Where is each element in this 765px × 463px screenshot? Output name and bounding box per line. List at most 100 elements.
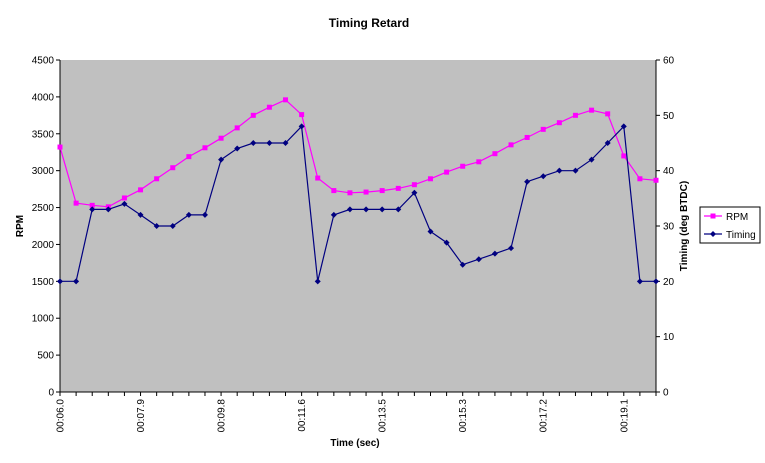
- data-point-rpm: [170, 165, 176, 171]
- data-point-rpm: [89, 202, 95, 208]
- data-point-timing: [363, 206, 370, 213]
- data-point-rpm: [605, 111, 611, 117]
- data-point-timing: [330, 211, 337, 218]
- data-point-rpm: [121, 195, 127, 201]
- x-tick-label: 00:06.0: [56, 399, 67, 433]
- x-tick-label: 00:17.2: [539, 399, 550, 433]
- data-point-rpm: [379, 188, 385, 194]
- data-point-timing: [604, 140, 611, 146]
- data-point-timing: [459, 261, 466, 268]
- data-point-timing: [89, 206, 96, 213]
- left-tick-label: 1500: [32, 277, 55, 288]
- left-tick-label: 3000: [32, 166, 55, 177]
- data-point-timing: [266, 140, 273, 146]
- data-point-rpm: [524, 134, 530, 140]
- data-point-timing: [282, 140, 289, 146]
- right-axis: 0 10 20 30 40 50 60: [655, 56, 675, 399]
- x-axis: 00:06.0 00:07.9 00:09.8 00:11.6 00:13.5 00:15…: [56, 391, 657, 433]
- x-tick-label: 00:07.9: [136, 399, 147, 433]
- left-tick-label: 0: [48, 388, 54, 399]
- right-tick-label: 10: [663, 332, 675, 343]
- data-point-rpm: [508, 142, 514, 148]
- data-point-rpm: [653, 177, 659, 183]
- data-point-timing: [73, 278, 80, 285]
- data-point-timing: [346, 206, 353, 213]
- data-point-rpm: [476, 159, 482, 165]
- data-point-timing: [314, 278, 321, 285]
- legend-label-rpm: RPM: [726, 212, 748, 223]
- data-point-timing: [540, 173, 547, 180]
- data-point-rpm: [540, 126, 546, 132]
- data-point-timing: [218, 156, 225, 163]
- data-point-rpm: [347, 190, 353, 196]
- data-point-timing: [653, 278, 659, 285]
- data-point-timing: [395, 206, 402, 213]
- data-point-rpm: [218, 135, 224, 141]
- data-point-rpm: [154, 176, 160, 182]
- data-point-rpm: [492, 151, 498, 157]
- legend-label-timing: Timing: [726, 230, 756, 241]
- plot-area: [60, 60, 656, 392]
- x-tick-label: 00:19.1: [619, 399, 630, 433]
- data-point-rpm: [57, 144, 63, 150]
- y-axis-title: RPM: [15, 215, 26, 237]
- x-tick-label: 00:15.3: [458, 399, 469, 433]
- data-point-rpm: [186, 154, 192, 160]
- data-point-timing: [121, 200, 128, 207]
- data-point-rpm: [637, 176, 643, 182]
- data-point-timing: [475, 256, 482, 263]
- chart-title: Timing Retard: [329, 16, 409, 30]
- left-tick-label: 2500: [32, 203, 55, 214]
- data-point-timing: [201, 211, 208, 218]
- data-point-timing: [57, 278, 63, 285]
- data-point-rpm: [283, 97, 289, 103]
- x-tick-label: 00:13.5: [378, 399, 389, 433]
- data-point-timing: [636, 278, 643, 285]
- data-point-rpm: [250, 112, 256, 118]
- data-point-rpm: [202, 145, 208, 151]
- x-axis-title: Time (sec): [330, 438, 379, 449]
- left-tick-label: 2000: [32, 240, 55, 251]
- legend: RPM Timing: [699, 206, 761, 244]
- data-point-rpm: [589, 107, 595, 113]
- data-point-rpm: [331, 188, 337, 194]
- data-point-rpm: [234, 125, 240, 131]
- left-axis: 0 500 1000 1500 2000 2500 3000 3500 4000 4500: [32, 56, 61, 399]
- data-point-rpm: [556, 120, 562, 126]
- data-point-timing: [105, 206, 112, 213]
- data-point-rpm: [460, 163, 466, 169]
- data-point-rpm: [411, 182, 417, 188]
- data-point-timing: [298, 123, 305, 130]
- data-point-timing: [427, 228, 434, 235]
- data-point-timing: [185, 211, 192, 218]
- data-point-rpm: [572, 112, 578, 118]
- data-point-timing: [491, 250, 498, 257]
- series-line-rpm: [59, 99, 657, 208]
- data-point-timing: [379, 206, 386, 213]
- data-point-rpm: [299, 112, 305, 118]
- left-tick-label: 500: [37, 351, 54, 362]
- data-point-rpm: [73, 200, 79, 206]
- data-point-rpm: [427, 176, 433, 182]
- y2-axis-title: Timing (deg BTDC): [679, 181, 690, 271]
- data-point-rpm: [138, 187, 144, 193]
- data-point-timing: [556, 167, 563, 174]
- data-point-timing: [234, 145, 241, 152]
- left-tick-label: 4000: [32, 92, 55, 103]
- x-tick-label: 00:11.6: [297, 399, 308, 432]
- data-point-rpm: [363, 189, 369, 195]
- legend-marker-timing: [710, 231, 716, 237]
- data-point-rpm: [621, 153, 627, 159]
- legend-marker-rpm: [710, 213, 716, 219]
- data-point-timing: [508, 245, 515, 252]
- data-point-timing: [443, 239, 450, 246]
- legend-box: [699, 206, 761, 244]
- data-point-timing: [572, 167, 579, 174]
- right-tick-label: 0: [663, 388, 669, 399]
- data-point-timing: [250, 140, 257, 146]
- data-point-timing: [411, 189, 418, 196]
- right-tick-label: 30: [663, 222, 675, 233]
- left-tick-label: 4500: [32, 56, 55, 67]
- right-tick-label: 60: [663, 56, 675, 67]
